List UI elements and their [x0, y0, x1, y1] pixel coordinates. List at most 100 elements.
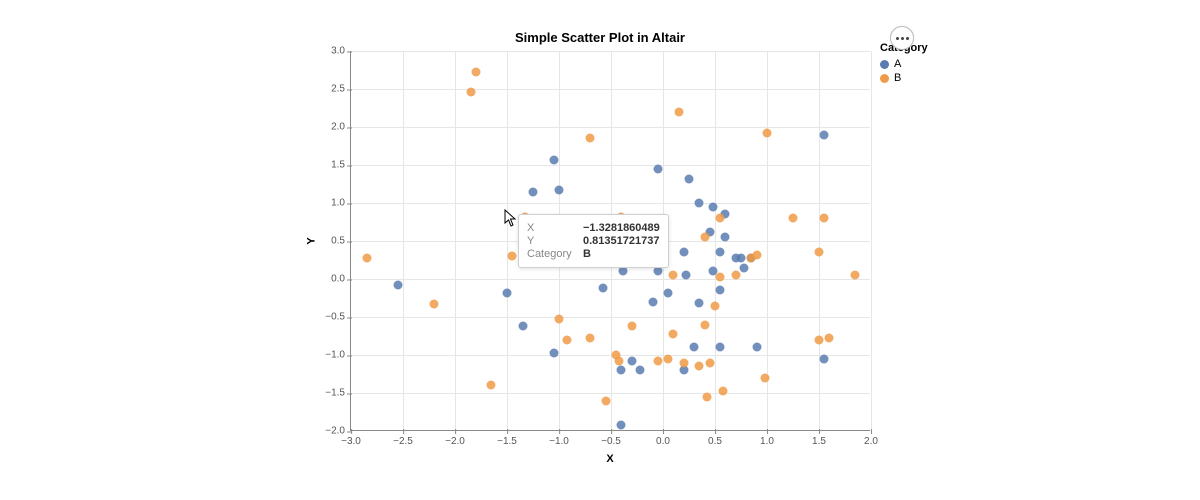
x-tick: −1.5	[497, 430, 517, 447]
data-point[interactable]	[627, 357, 636, 366]
data-point[interactable]	[674, 107, 683, 116]
data-point[interactable]	[653, 357, 662, 366]
data-point[interactable]	[711, 301, 720, 310]
data-point[interactable]	[518, 322, 527, 331]
data-point[interactable]	[716, 273, 725, 282]
data-point[interactable]	[563, 335, 572, 344]
data-point[interactable]	[690, 343, 699, 352]
data-point[interactable]	[664, 354, 673, 363]
data-point[interactable]	[669, 271, 678, 280]
tooltip-row-x: X −1.3281860489	[527, 222, 660, 234]
data-point[interactable]	[700, 320, 709, 329]
data-point[interactable]	[760, 373, 769, 382]
data-point[interactable]	[669, 329, 678, 338]
data-point[interactable]	[716, 214, 725, 223]
y-tick: 2.5	[331, 84, 351, 95]
data-point[interactable]	[549, 156, 558, 165]
x-axis-label: X	[606, 453, 613, 465]
data-point[interactable]	[471, 68, 480, 77]
legend-item-a[interactable]: A	[880, 58, 928, 70]
data-point[interactable]	[731, 271, 740, 280]
data-point[interactable]	[825, 334, 834, 343]
data-point[interactable]	[695, 199, 704, 208]
data-point[interactable]	[598, 284, 607, 293]
legend-item-b[interactable]: B	[880, 72, 928, 84]
data-point[interactable]	[393, 281, 402, 290]
y-axis-label: Y	[306, 237, 318, 244]
data-point[interactable]	[851, 271, 860, 280]
plot-area[interactable]: −3.0−2.5−2.0−1.5−1.0−0.50.00.51.01.52.0−…	[350, 51, 870, 431]
data-point[interactable]	[601, 396, 610, 405]
data-point[interactable]	[815, 248, 824, 257]
data-point[interactable]	[555, 186, 564, 195]
data-point[interactable]	[752, 250, 761, 259]
data-point[interactable]	[695, 362, 704, 371]
data-point[interactable]	[700, 233, 709, 242]
data-point[interactable]	[586, 334, 595, 343]
tooltip-val-x: −1.3281860489	[583, 222, 660, 234]
data-point[interactable]	[740, 263, 749, 272]
data-point[interactable]	[719, 387, 728, 396]
data-point[interactable]	[815, 335, 824, 344]
data-point[interactable]	[636, 366, 645, 375]
data-point[interactable]	[503, 288, 512, 297]
data-point[interactable]	[752, 343, 761, 352]
data-point[interactable]	[362, 253, 371, 262]
data-point[interactable]	[716, 248, 725, 257]
x-tick: 2.0	[864, 430, 878, 447]
data-point[interactable]	[586, 133, 595, 142]
ellipsis-icon	[901, 37, 904, 40]
data-point[interactable]	[653, 164, 662, 173]
data-point[interactable]	[615, 357, 624, 366]
data-point[interactable]	[430, 300, 439, 309]
y-tick: 1.0	[331, 198, 351, 209]
data-point[interactable]	[617, 366, 626, 375]
data-point[interactable]	[708, 202, 717, 211]
data-point[interactable]	[721, 233, 730, 242]
data-point[interactable]	[555, 314, 564, 323]
x-tick: 0.0	[656, 430, 670, 447]
data-point[interactable]	[763, 129, 772, 138]
x-tick: −2.5	[393, 430, 413, 447]
data-point[interactable]	[664, 288, 673, 297]
data-point[interactable]	[617, 420, 626, 429]
data-point[interactable]	[627, 322, 636, 331]
gridline-h	[351, 203, 870, 204]
x-tick: 1.5	[812, 430, 826, 447]
data-point[interactable]	[529, 187, 538, 196]
y-tick: 3.0	[331, 46, 351, 57]
data-point[interactable]	[466, 88, 475, 97]
data-point[interactable]	[702, 392, 711, 401]
data-point[interactable]	[681, 271, 690, 280]
data-point[interactable]	[737, 254, 746, 263]
data-point[interactable]	[508, 252, 517, 261]
data-point[interactable]	[716, 343, 725, 352]
data-point[interactable]	[820, 130, 829, 139]
data-point[interactable]	[820, 354, 829, 363]
data-point[interactable]	[695, 299, 704, 308]
y-tick: −1.0	[325, 350, 351, 361]
gridline-v	[871, 51, 872, 430]
ellipsis-icon	[896, 37, 899, 40]
data-point[interactable]	[716, 286, 725, 295]
chart-menu-button[interactable]	[890, 26, 914, 50]
data-point[interactable]	[487, 381, 496, 390]
data-point[interactable]	[820, 214, 829, 223]
data-point[interactable]	[679, 358, 688, 367]
data-point[interactable]	[549, 349, 558, 358]
tooltip-row-cat: Category B	[527, 248, 660, 260]
x-tick: −1.0	[549, 430, 569, 447]
data-point[interactable]	[619, 267, 628, 276]
data-point[interactable]	[685, 174, 694, 183]
data-point[interactable]	[648, 297, 657, 306]
x-tick: −2.0	[445, 430, 465, 447]
legend-label-b: B	[894, 72, 901, 84]
gridline-h	[351, 393, 870, 394]
y-tick: 1.5	[331, 160, 351, 171]
data-point[interactable]	[653, 267, 662, 276]
data-point[interactable]	[679, 248, 688, 257]
data-point[interactable]	[789, 214, 798, 223]
data-point[interactable]	[705, 358, 714, 367]
gridline-h	[351, 165, 870, 166]
chart-title: Simple Scatter Plot in Altair	[300, 30, 900, 45]
